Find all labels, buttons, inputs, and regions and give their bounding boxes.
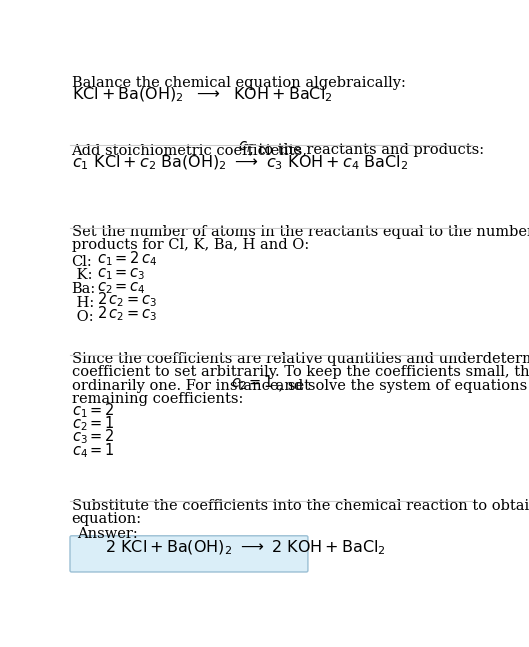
Text: and solve the system of equations for the: and solve the system of equations for th… — [271, 378, 529, 393]
Text: Substitute the coefficients into the chemical reaction to obtain the balanced: Substitute the coefficients into the che… — [71, 499, 529, 512]
Text: products for Cl, K, Ba, H and O:: products for Cl, K, Ba, H and O: — [71, 239, 309, 252]
Text: $2\, c_2 = c_3$: $2\, c_2 = c_3$ — [97, 305, 158, 324]
FancyBboxPatch shape — [70, 536, 308, 572]
Text: $c_3 = 2$: $c_3 = 2$ — [71, 428, 114, 446]
Text: $c_2 = 1$: $c_2 = 1$ — [71, 415, 114, 433]
Text: O:: O: — [71, 310, 93, 324]
Text: Since the coefficients are relative quantities and underdetermined, choose a: Since the coefficients are relative quan… — [71, 353, 529, 366]
Text: equation:: equation: — [71, 512, 142, 526]
Text: ordinarily one. For instance, set: ordinarily one. For instance, set — [71, 378, 314, 393]
Text: Add stoichiometric coefficients,: Add stoichiometric coefficients, — [71, 143, 312, 157]
Text: $c_1\ \mathregular{KCl} + c_2\ \mathregular{Ba(OH)_2 \ \longrightarrow \ } c_3\ : $c_1\ \mathregular{KCl} + c_2\ \mathregu… — [71, 154, 408, 172]
Text: Cl:: Cl: — [71, 255, 92, 269]
Text: $\mathregular{2\ KCl + Ba(OH)_2 \ \longrightarrow \ 2\ KOH + BaCl_2}$: $\mathregular{2\ KCl + Ba(OH)_2 \ \longr… — [105, 538, 386, 556]
Text: $c_2 = 1$: $c_2 = 1$ — [231, 373, 274, 392]
Text: $2\, c_2 = c_3$: $2\, c_2 = c_3$ — [97, 291, 158, 309]
Text: $c_i$: $c_i$ — [238, 140, 251, 155]
Text: , to the reactants and products:: , to the reactants and products: — [249, 143, 484, 157]
Text: coefficient to set arbitrarily. To keep the coefficients small, the arbitrary va: coefficient to set arbitrarily. To keep … — [71, 366, 529, 380]
Text: $c_2 = c_4$: $c_2 = c_4$ — [97, 280, 146, 296]
Text: $c_1 = 2$: $c_1 = 2$ — [71, 402, 114, 421]
Text: K:: K: — [71, 269, 92, 283]
Text: Ba:: Ba: — [71, 282, 96, 296]
Text: Answer:: Answer: — [77, 527, 138, 541]
Text: Set the number of atoms in the reactants equal to the number of atoms in the: Set the number of atoms in the reactants… — [71, 225, 529, 239]
Text: $c_1 = 2\, c_4$: $c_1 = 2\, c_4$ — [97, 249, 158, 268]
Text: H:: H: — [71, 296, 94, 310]
Text: $c_4 = 1$: $c_4 = 1$ — [71, 441, 114, 459]
Text: $c_1 = c_3$: $c_1 = c_3$ — [97, 266, 146, 281]
Text: Balance the chemical equation algebraically:: Balance the chemical equation algebraica… — [71, 76, 405, 90]
Text: $\mathregular{KCl + Ba(OH)_2 \ \ \longrightarrow \ \ KOH + BaCl_2}$: $\mathregular{KCl + Ba(OH)_2 \ \ \longri… — [71, 85, 332, 104]
Text: remaining coefficients:: remaining coefficients: — [71, 391, 243, 406]
